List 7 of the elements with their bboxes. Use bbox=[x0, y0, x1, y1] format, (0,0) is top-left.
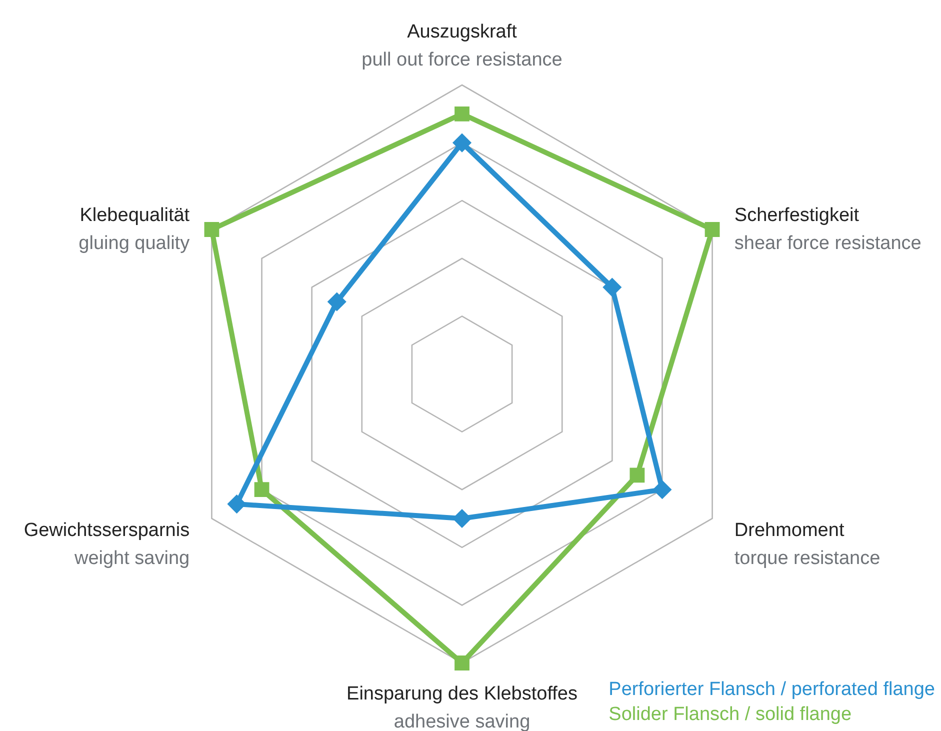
spoke-label: Drehmoment torque resistance bbox=[734, 520, 880, 570]
text: Solider Flansch / solid flange bbox=[608, 703, 853, 727]
spoke-label: Klebequalität gluing quality bbox=[78, 205, 190, 254]
spoke-label: Scherfestigkeit shear force resistance bbox=[734, 205, 922, 254]
text: Perforierter Flansch / perforated flange bbox=[608, 678, 935, 702]
spoke-label: Auszugskraft pull out force resistance bbox=[362, 22, 562, 71]
spoke-label: Gewichtssersparnis weight saving bbox=[24, 520, 190, 570]
